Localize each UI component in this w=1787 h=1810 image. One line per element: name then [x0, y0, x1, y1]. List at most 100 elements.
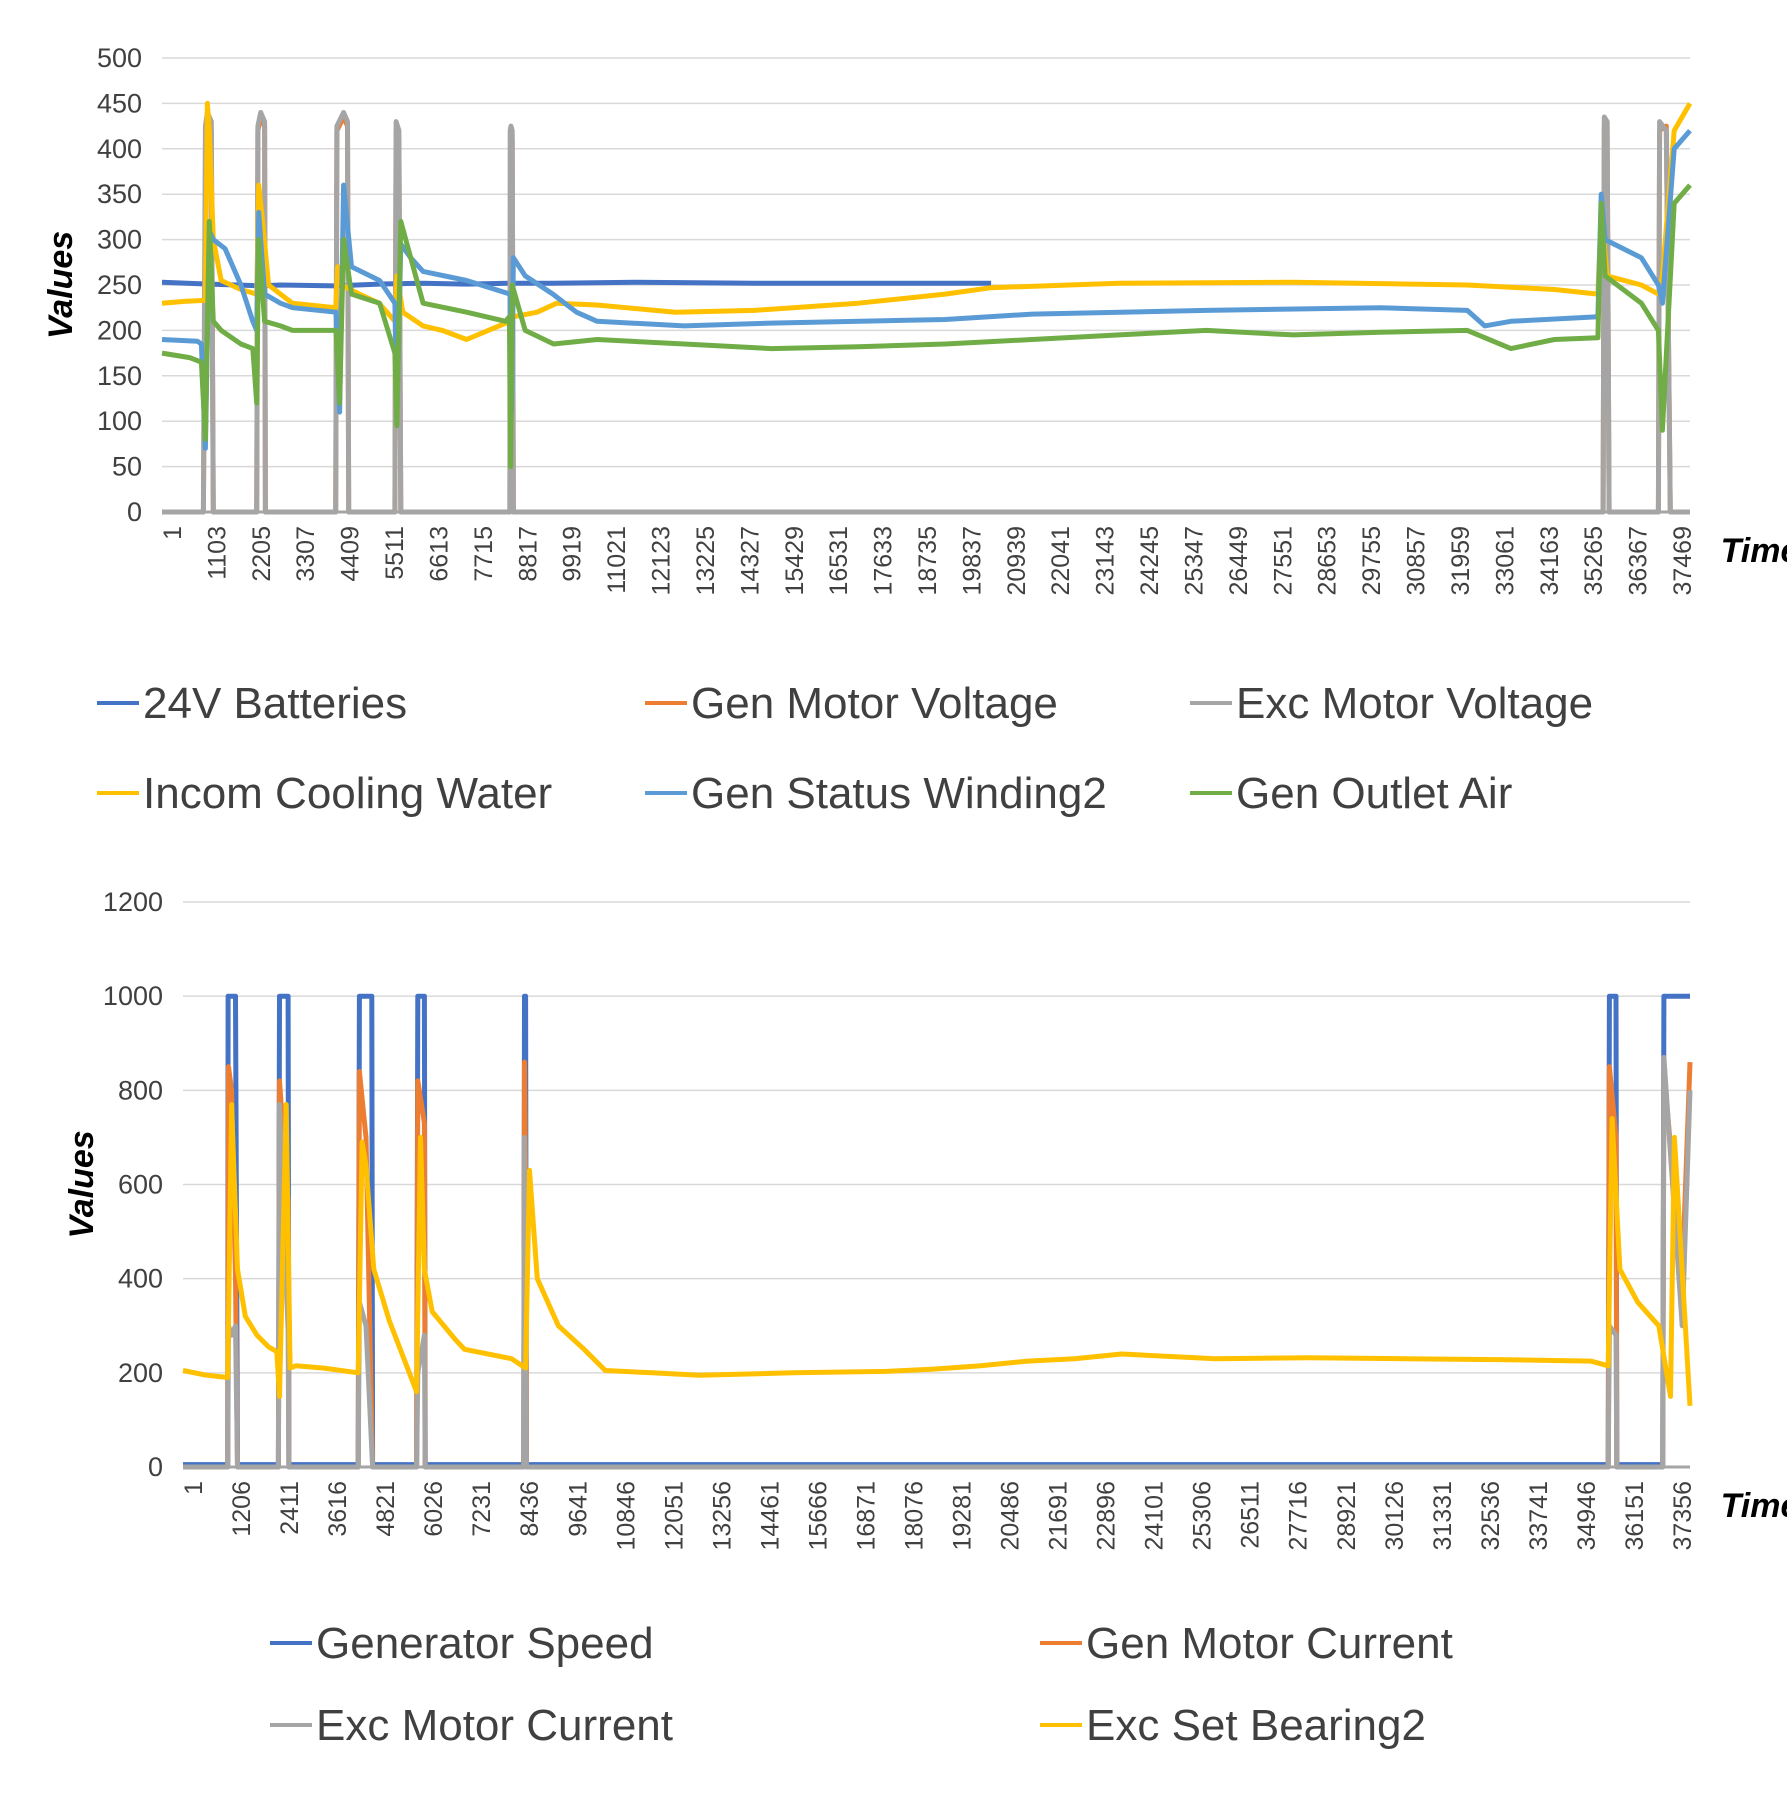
chart1-xtick-label: 14327 — [736, 526, 764, 596]
chart1-ytick-label: 300 — [97, 225, 142, 255]
chart1-xtick-label: 11021 — [603, 526, 631, 594]
chart2-legend-label: Exc Motor Current — [316, 1701, 673, 1750]
chart1-legend-label: Gen Status Winding2 — [691, 769, 1107, 818]
chart2-series-exc-motor-current — [183, 1054, 1693, 1470]
chart2-xtick-label: 9641 — [564, 1481, 592, 1537]
chart2-xtick-label: 32536 — [1477, 1481, 1505, 1551]
chart1-ytick-label: 450 — [97, 88, 142, 118]
chart1-legend-label: Incom Cooling Water — [143, 769, 552, 818]
chart2-xtick-label: 34946 — [1573, 1481, 1601, 1551]
chart1-xtick-label: 22041 — [1047, 526, 1075, 596]
chart1-xtick-label: 35265 — [1580, 526, 1608, 596]
chart1-xtick-label: 7715 — [470, 526, 498, 582]
chart2-ytick-label: 600 — [118, 1170, 163, 1200]
chart2-xtick-label: 1206 — [228, 1481, 256, 1537]
chart1-xtick-label: 18735 — [914, 526, 942, 596]
chart1-ytick-label: 500 — [97, 43, 142, 73]
chart2-xtick-label: 16871 — [852, 1481, 880, 1551]
chart2-xtick-label: 12051 — [660, 1481, 688, 1551]
chart1-ytick-label: 100 — [97, 406, 142, 436]
chart1-xtick-label: 5511 — [381, 526, 409, 580]
chart-top: 0 50 100 150 200 250 300 350 400 450 500 Values 1 110… — [0, 0, 1787, 870]
chart2-xtick-label: 36151 — [1621, 1481, 1649, 1551]
chart2-xtick-label: 2411 — [276, 1481, 304, 1535]
chart1-xtick-label: 13225 — [692, 526, 720, 596]
chart2-y-axis-label: Values — [63, 1130, 101, 1238]
chart1-xtick-label: 34163 — [1536, 526, 1564, 596]
chart1-ytick-label: 350 — [97, 179, 142, 209]
chart1-xtick-label: 30857 — [1403, 526, 1431, 596]
chart1-xtick-label: 27551 — [1269, 526, 1297, 596]
chart2-xtick-label: 10846 — [612, 1481, 640, 1551]
chart1-xtick-label: 15429 — [781, 526, 809, 596]
chart2-xtick-label: 7231 — [468, 1481, 496, 1537]
chart2-xtick-label: 33741 — [1525, 1481, 1553, 1551]
chart1-xtick-label: 9919 — [559, 526, 587, 582]
chart2-xtick-label: 1 — [180, 1481, 208, 1495]
chart1-xtick-label: 6613 — [425, 526, 453, 582]
chart2-xtick-label: 19281 — [949, 1481, 977, 1551]
chart1-legend-label: Gen Motor Voltage — [691, 679, 1058, 728]
chart1-series-incom-cooling-water — [161, 100, 1693, 342]
chart2-ytick-label: 400 — [118, 1264, 163, 1294]
chart1-xtick-label: 3307 — [292, 526, 320, 582]
chart1-y-axis-label: Values — [42, 231, 80, 339]
chart1-legend-label: Gen Outlet Air — [1236, 769, 1512, 818]
chart1-series-gen-status-winding2 — [161, 128, 1692, 451]
chart1-xtick-label: 26449 — [1225, 526, 1253, 596]
chart2-xtick-label: 18076 — [900, 1481, 928, 1551]
chart1-xtick-label: 28653 — [1314, 526, 1342, 596]
chart1-xtick-label: 17633 — [870, 526, 898, 596]
chart2-xtick-label: 13256 — [708, 1481, 736, 1551]
chart1-ytick-label: 150 — [97, 361, 142, 391]
chart2-legend-label: Generator Speed — [316, 1619, 654, 1668]
chart2-xtick-label: 30126 — [1381, 1481, 1409, 1551]
chart2-ytick-label: 1000 — [103, 981, 163, 1011]
chart1-xtick-label: 25347 — [1180, 526, 1208, 596]
chart1-ytick-label: 250 — [97, 270, 142, 300]
chart2-xtick-label: 37356 — [1669, 1481, 1697, 1551]
chart1-ytick-label: 400 — [97, 134, 142, 164]
chart2-ytick-label: 0 — [148, 1452, 163, 1482]
chart1-ytick-label: 200 — [97, 315, 142, 345]
chart2-xtick-label: 20486 — [997, 1481, 1025, 1551]
chart2-xtick-label: 6026 — [420, 1481, 448, 1537]
chart1-xtick-label: 12123 — [648, 526, 676, 596]
chart2-xtick-label: 26511 — [1237, 1481, 1265, 1549]
chart1-legend-label: Exc Motor Voltage — [1236, 679, 1593, 728]
chart1-xtick-label: 4409 — [337, 526, 365, 582]
chart2-series-exc-set-bearing2 — [182, 1102, 1693, 1406]
chart2-xtick-label: 8436 — [516, 1481, 544, 1537]
chart1-xtick-label: 1103 — [203, 526, 231, 580]
chart1-xtick-label: 36367 — [1625, 526, 1653, 596]
chart1-xtick-label: 20939 — [1003, 526, 1031, 596]
chart1-xtick-label: 37469 — [1669, 526, 1697, 596]
chart2-legend-label: Gen Motor Current — [1086, 1619, 1453, 1668]
chart1-xtick-label: 8817 — [514, 526, 542, 582]
chart1-series-24v-batteries — [161, 279, 992, 289]
chart1-xtick-label: 2205 — [248, 526, 276, 582]
chart2-xtick-label: 28921 — [1333, 1481, 1361, 1551]
chart2-series-generator-speed — [183, 993, 1690, 1468]
chart1-x-axis-label: Time — [1721, 532, 1787, 570]
chart2-xtick-label: 14461 — [756, 1481, 784, 1551]
chart2-series-gen-motor-current — [183, 1059, 1693, 1470]
chart2-xtick-label: 3616 — [324, 1481, 352, 1537]
chart1-series-gen-outlet-air — [161, 183, 1692, 470]
chart-bottom: 0 200 400 600 800 1000 1200 Values 1 1206 2411 3616… — [0, 870, 1787, 1805]
chart1-xtick-label: 31959 — [1447, 526, 1475, 596]
chart2-xtick-label: 27716 — [1285, 1481, 1313, 1551]
chart1-ytick-label: 50 — [112, 452, 142, 482]
chart-top-svg: 0 50 100 150 200 250 300 350 400 450 500 Values 1 110… — [42, 43, 1787, 818]
chart1-xtick-label: 1 — [159, 526, 187, 540]
chart2-xtick-label: 25306 — [1189, 1481, 1217, 1551]
chart2-ytick-label: 800 — [118, 1075, 163, 1105]
chart2-x-axis-label: Time — [1721, 1487, 1787, 1525]
chart2-ytick-label: 1200 — [103, 887, 163, 917]
chart2-xtick-label: 4821 — [372, 1481, 400, 1537]
chart2-xtick-label: 22896 — [1093, 1481, 1121, 1551]
chart2-legend-label: Exc Set Bearing2 — [1086, 1701, 1426, 1750]
chart1-ytick-label: 0 — [127, 497, 142, 527]
chart2-xtick-label: 15666 — [804, 1481, 832, 1551]
chart1-xtick-label: 16531 — [825, 526, 853, 596]
